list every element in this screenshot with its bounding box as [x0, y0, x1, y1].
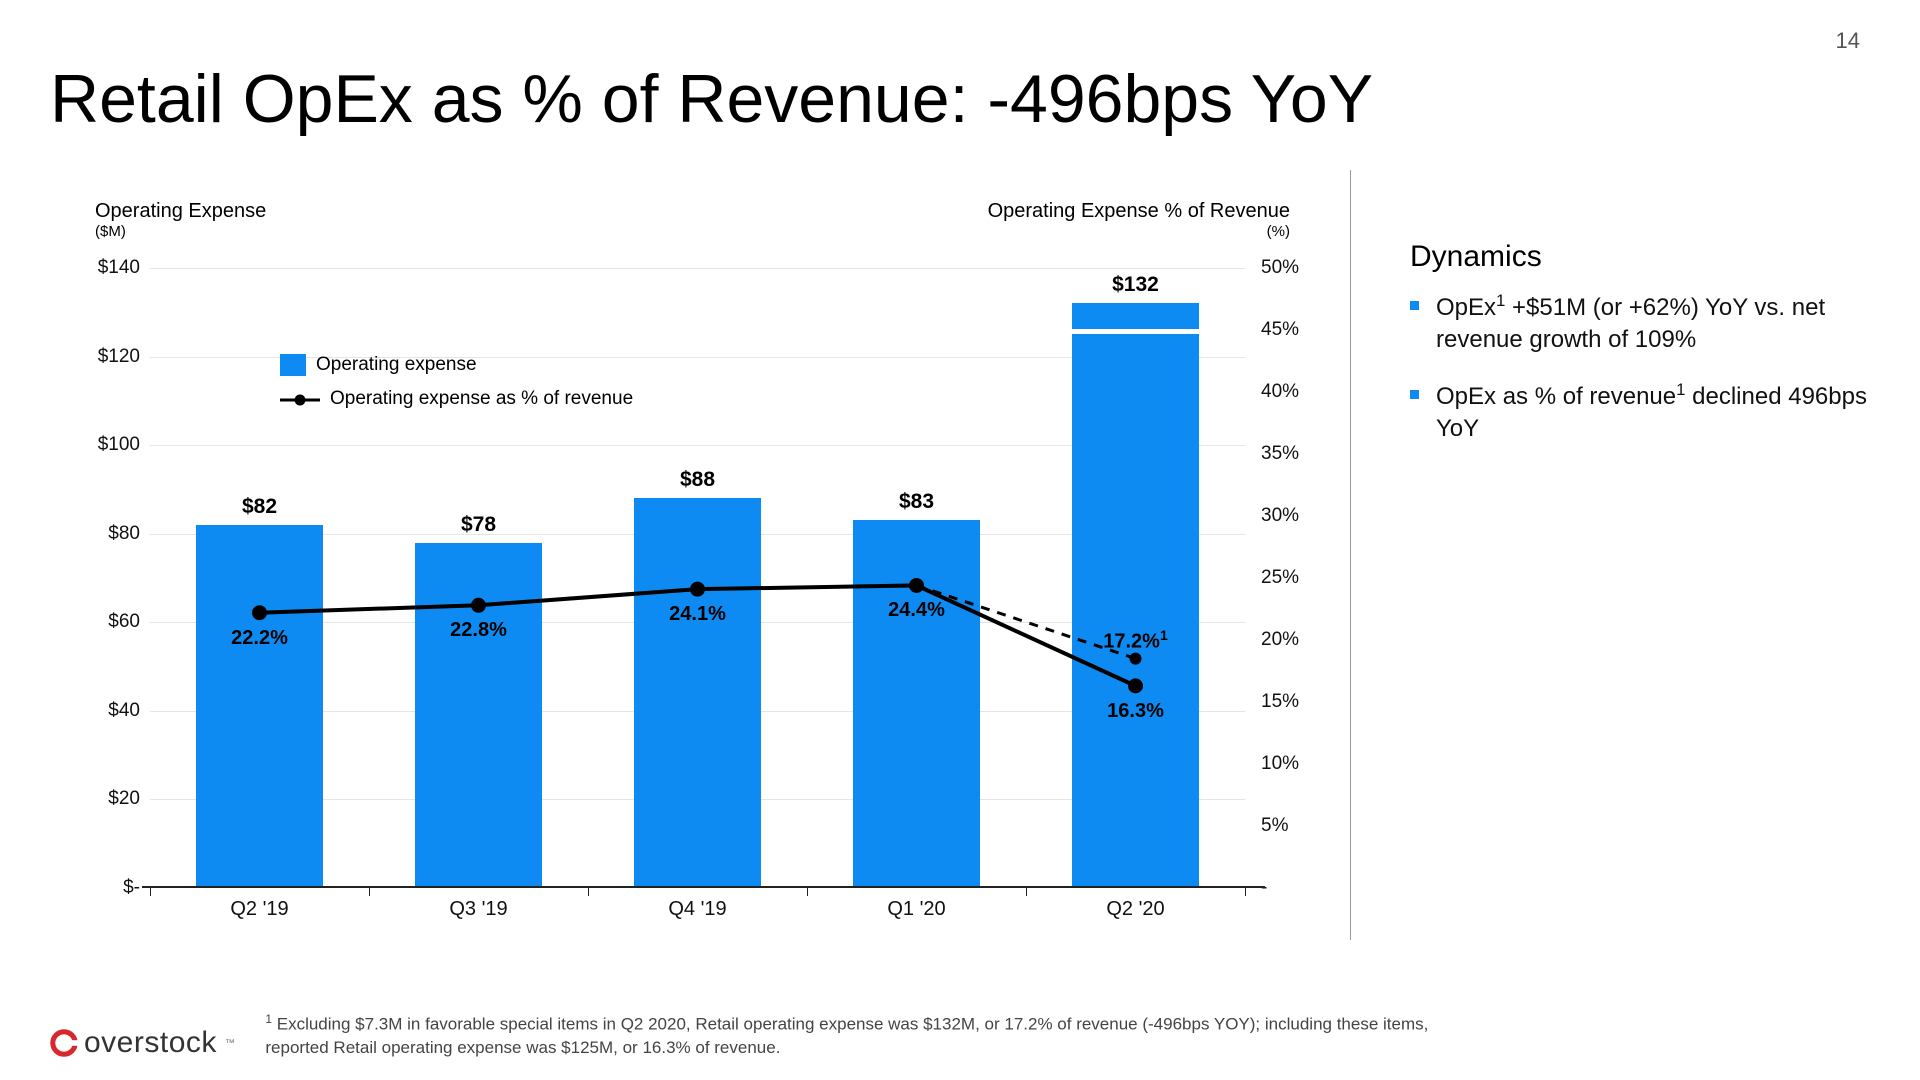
y-right-tick-label: -: [1245, 877, 1267, 899]
right-axis-title-text: Operating Expense % of Revenue: [988, 200, 1290, 223]
x-axis-baseline: [142, 886, 1265, 888]
overstock-logo: overstock ™: [50, 1026, 235, 1060]
line-marker: [471, 598, 486, 613]
x-tick-mark: [369, 888, 370, 896]
y-left-tick-label: $40: [108, 700, 150, 722]
vertical-divider: [1350, 170, 1351, 940]
footer: overstock ™ 1 Excluding $7.3M in favorabl…: [50, 1011, 1870, 1060]
y-left-tick-label: $140: [98, 257, 150, 279]
legend-bar-label: Operating expense: [316, 350, 477, 380]
logo-mark-icon: [50, 1029, 78, 1057]
x-tick-label: Q1 '20: [887, 888, 945, 921]
footnote-text: 1 Excluding $7.3M in favorable special i…: [265, 1011, 1465, 1060]
x-tick-mark: [588, 888, 589, 896]
x-tick-label: Q4 '19: [668, 888, 726, 921]
right-axis-title: Operating Expense % of Revenue (%): [988, 200, 1290, 240]
y-right-tick-label: 15%: [1245, 691, 1299, 713]
sidebar-bullet-list: OpEx1 +$51M (or +62%) YoY vs. net revenu…: [1410, 290, 1890, 446]
x-tick-mark: [1245, 888, 1246, 896]
legend-line-swatch: [280, 393, 320, 407]
chart-region: Operating Expense ($M) Operating Expense…: [50, 200, 1330, 1020]
line-marker: [252, 605, 267, 620]
y-right-tick-label: 20%: [1245, 629, 1299, 651]
logo-trademark: ™: [223, 1038, 236, 1049]
y-right-tick-label: 50%: [1245, 257, 1299, 279]
x-tick-mark: [807, 888, 808, 896]
line-dashed-branch: [917, 585, 1136, 658]
line-dashed-marker: [1130, 653, 1142, 665]
legend-line-label: Operating expense as % of revenue: [330, 384, 633, 414]
y-right-tick-label: 45%: [1245, 319, 1299, 341]
y-left-tick-label: $80: [108, 523, 150, 545]
left-axis-title: Operating Expense ($M): [95, 200, 266, 240]
y-right-tick-label: 10%: [1245, 753, 1299, 775]
y-right-tick-label: 40%: [1245, 381, 1299, 403]
content-area: Operating Expense ($M) Operating Expense…: [50, 200, 1870, 1020]
sidebar-bullet: OpEx as % of revenue1 declined 496bps Yo…: [1410, 379, 1890, 446]
y-right-tick-label: 5%: [1245, 815, 1288, 837]
legend-line-row: Operating expense as % of revenue: [280, 384, 633, 414]
left-axis-title-text: Operating Expense: [95, 200, 266, 223]
logo-text: overstock: [84, 1026, 217, 1060]
left-axis-unit: ($M): [95, 223, 266, 240]
sidebar-heading: Dynamics: [1410, 240, 1890, 274]
line-marker: [1128, 678, 1143, 693]
legend-bar-row: Operating expense: [280, 350, 633, 380]
y-left-tick-label: $20: [108, 788, 150, 810]
x-tick-mark: [150, 888, 151, 896]
y-left-tick-label: $-: [123, 877, 150, 899]
y-left-tick-label: $120: [98, 346, 150, 368]
x-tick-label: Q3 '19: [449, 888, 507, 921]
y-right-tick-label: 35%: [1245, 443, 1299, 465]
y-right-tick-label: 30%: [1245, 505, 1299, 527]
y-right-tick-label: 25%: [1245, 567, 1299, 589]
right-axis-unit: (%): [988, 223, 1290, 240]
line-marker: [690, 582, 705, 597]
x-tick-label: Q2 '20: [1106, 888, 1164, 921]
chart-legend: Operating expense Operating expense as %…: [280, 350, 633, 419]
legend-bar-swatch: [280, 354, 306, 376]
sidebar: Dynamics OpEx1 +$51M (or +62%) YoY vs. n…: [1410, 240, 1890, 468]
x-tick-label: Q2 '19: [230, 888, 288, 921]
page-title: Retail OpEx as % of Revenue: -496bps YoY: [50, 60, 1373, 138]
y-left-tick-label: $60: [108, 611, 150, 633]
line-series: [260, 585, 1136, 685]
page-number: 14: [1836, 28, 1860, 54]
y-left-tick-label: $100: [98, 434, 150, 456]
sidebar-bullet: OpEx1 +$51M (or +62%) YoY vs. net revenu…: [1410, 290, 1890, 357]
x-tick-mark: [1026, 888, 1027, 896]
